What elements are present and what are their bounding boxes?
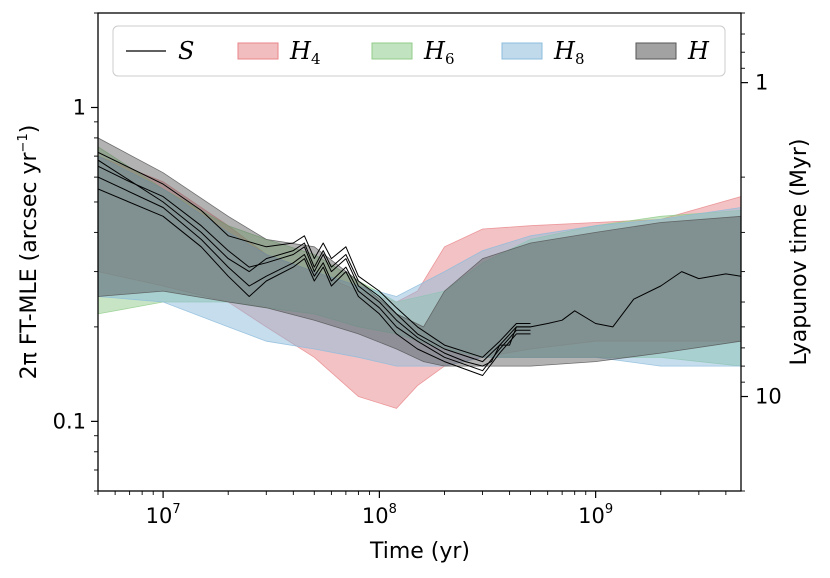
series-line-S-4 bbox=[98, 159, 531, 363]
legend-swatch-h8 bbox=[501, 42, 543, 60]
plot-frame bbox=[97, 12, 742, 492]
legend-box bbox=[112, 25, 726, 77]
series-line-S-3 bbox=[98, 176, 531, 372]
legend-label-h4: H4 bbox=[289, 37, 320, 68]
y-axis-right: 1 10 bbox=[741, 12, 782, 492]
y-tick-label: 1 bbox=[73, 95, 86, 119]
legend-swatch-h4 bbox=[237, 42, 279, 60]
y-tick-label: 0.1 bbox=[53, 409, 86, 433]
y2-tick-label: 10 bbox=[755, 385, 782, 409]
x-tick-label: 108 bbox=[362, 502, 397, 528]
x-tick-label: 107 bbox=[146, 502, 181, 528]
y-axis-label-main: 2π FT-MLE (arcsec yr bbox=[17, 152, 42, 380]
legend: S H4 H6 H8 H bbox=[112, 25, 726, 77]
y-axis-label: 2π FT-MLE (arcsec yr−1) bbox=[16, 125, 42, 380]
legend-swatch-h6 bbox=[371, 42, 413, 60]
legend-label-h8: H8 bbox=[553, 37, 584, 68]
legend-label-h6: H6 bbox=[423, 37, 454, 68]
series-layer bbox=[98, 151, 741, 376]
x-tick-label: 109 bbox=[578, 502, 613, 528]
x-axis: 107 108 109 bbox=[97, 491, 727, 528]
series-line-S-1 bbox=[98, 165, 741, 367]
y-axis-label-close: ) bbox=[17, 125, 42, 134]
legend-label-s: S bbox=[178, 37, 194, 65]
series-line-S-5 bbox=[98, 188, 531, 376]
y-axis-label-exponent: −1 bbox=[16, 133, 31, 152]
y2-tick-label: 1 bbox=[755, 71, 768, 95]
y2-axis-label: Lyapunov time (Myr) bbox=[787, 139, 812, 366]
x-axis-label: Time (yr) bbox=[369, 539, 470, 564]
y-axis-left: 10.1 bbox=[53, 12, 98, 492]
legend-label-h: H bbox=[687, 37, 710, 65]
series-line-S-2 bbox=[98, 151, 531, 358]
legend-swatch-h bbox=[635, 42, 677, 60]
